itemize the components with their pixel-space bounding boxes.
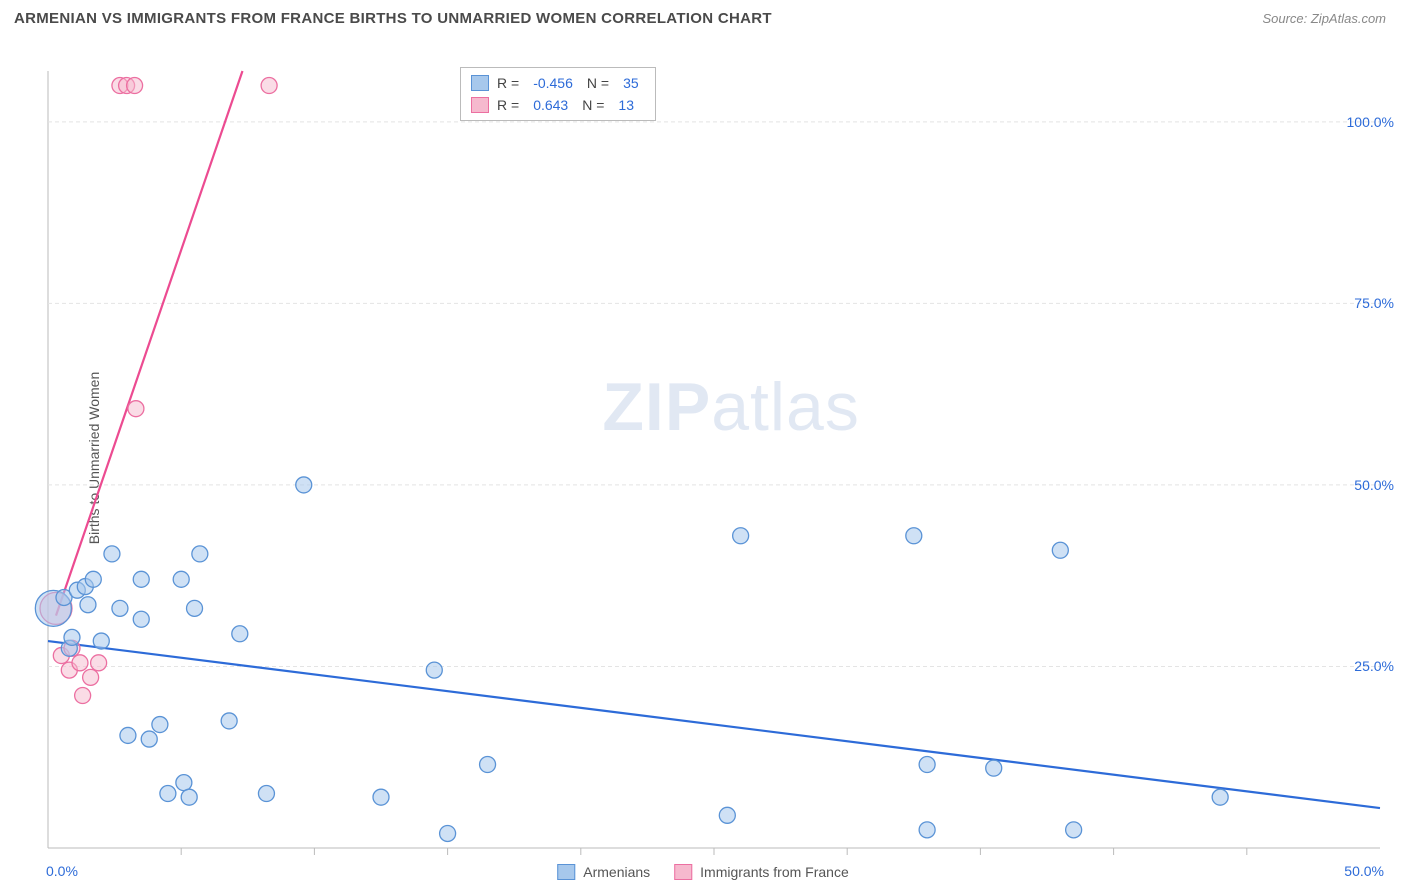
- y-tick-label: 75.0%: [1354, 295, 1394, 311]
- legend-item-blue: Armenians: [557, 864, 650, 880]
- y-tick-label: 25.0%: [1354, 658, 1394, 674]
- swatch-pink-icon: [471, 97, 489, 113]
- y-tick-label: 100.0%: [1347, 114, 1394, 130]
- legend-label-pink: Immigrants from France: [700, 864, 849, 880]
- x-tick-min: 0.0%: [46, 863, 78, 879]
- blue-r-value: -0.456: [527, 72, 579, 94]
- pink-n-value: 13: [612, 94, 640, 116]
- blue-n-value: 35: [617, 72, 645, 94]
- legend-row-pink: R = 0.643 N = 13: [471, 94, 645, 116]
- chart-title: ARMENIAN VS IMMIGRANTS FROM FRANCE BIRTH…: [14, 10, 772, 27]
- series-legend: Armenians Immigrants from France: [557, 864, 849, 880]
- scatter-plot-svg: [0, 33, 1406, 883]
- source-label: Source: ZipAtlas.com: [1262, 11, 1386, 26]
- correlation-legend: R = -0.456 N = 35 R = 0.643 N = 13: [460, 67, 656, 121]
- legend-row-blue: R = -0.456 N = 35: [471, 72, 645, 94]
- y-tick-label: 50.0%: [1354, 477, 1394, 493]
- swatch-blue-icon: [471, 75, 489, 91]
- swatch-blue-icon: [557, 864, 575, 880]
- x-tick-max: 50.0%: [1344, 863, 1384, 879]
- chart-area: Births to Unmarried Women ZIPatlas R = -…: [0, 33, 1406, 883]
- swatch-pink-icon: [674, 864, 692, 880]
- legend-item-pink: Immigrants from France: [674, 864, 849, 880]
- legend-label-blue: Armenians: [583, 864, 650, 880]
- title-bar: ARMENIAN VS IMMIGRANTS FROM FRANCE BIRTH…: [0, 0, 1406, 33]
- pink-r-value: 0.643: [527, 94, 574, 116]
